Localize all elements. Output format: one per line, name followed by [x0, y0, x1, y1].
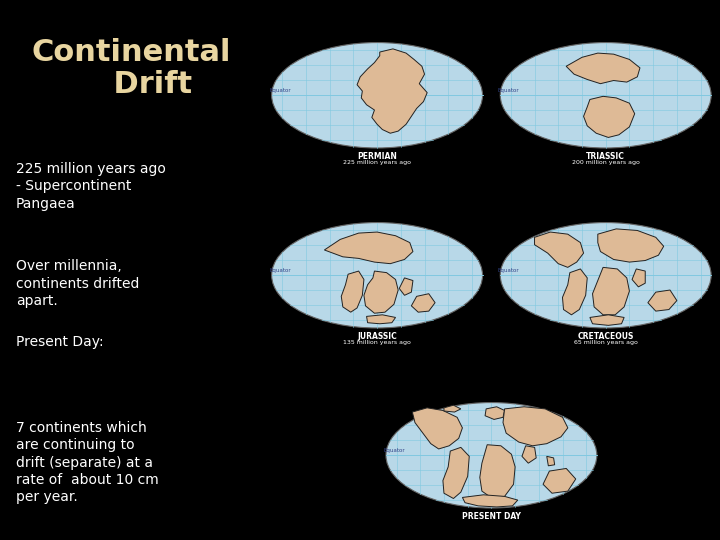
Polygon shape	[444, 405, 461, 412]
Polygon shape	[522, 446, 536, 463]
Text: PRESENT DAY: PRESENT DAY	[462, 512, 521, 521]
Polygon shape	[399, 278, 413, 295]
Text: Equator: Equator	[498, 87, 519, 93]
Polygon shape	[562, 269, 588, 315]
Text: Equator: Equator	[269, 268, 291, 273]
Ellipse shape	[500, 43, 711, 148]
Polygon shape	[593, 267, 629, 315]
Text: JURASSIC: JURASSIC	[357, 332, 397, 341]
Text: 7 continents which
are continuing to
drift (separate) at a
rate of  about 10 cm
: 7 continents which are continuing to dri…	[16, 421, 158, 504]
Text: 225 million years ago
- Supercontinent
Pangaea: 225 million years ago - Supercontinent P…	[16, 162, 166, 211]
Text: Equator: Equator	[269, 87, 291, 93]
Polygon shape	[543, 468, 576, 493]
Polygon shape	[443, 447, 469, 498]
Ellipse shape	[271, 43, 482, 148]
Text: Over millennia,
continents drifted
apart.: Over millennia, continents drifted apart…	[16, 259, 139, 308]
Polygon shape	[366, 315, 395, 324]
Text: Continental
    Drift: Continental Drift	[32, 38, 231, 99]
Text: PERMIAN: PERMIAN	[357, 152, 397, 161]
Polygon shape	[598, 229, 664, 262]
Polygon shape	[534, 232, 584, 267]
Ellipse shape	[386, 402, 597, 508]
Polygon shape	[648, 290, 677, 311]
Polygon shape	[357, 49, 427, 133]
Text: Present Day:: Present Day:	[16, 335, 104, 349]
Ellipse shape	[271, 222, 482, 328]
Text: Equator: Equator	[498, 268, 519, 273]
Text: 200 million years ago: 200 million years ago	[572, 160, 639, 165]
Polygon shape	[632, 269, 645, 287]
Polygon shape	[546, 456, 554, 466]
Polygon shape	[584, 96, 635, 138]
Polygon shape	[462, 495, 518, 507]
Polygon shape	[590, 315, 624, 325]
Polygon shape	[503, 407, 568, 446]
Polygon shape	[325, 232, 413, 264]
Text: 225 million years ago: 225 million years ago	[343, 160, 411, 165]
Polygon shape	[480, 445, 515, 498]
Polygon shape	[341, 271, 364, 312]
Polygon shape	[364, 271, 398, 313]
Polygon shape	[566, 53, 640, 84]
Text: Equator: Equator	[383, 448, 405, 453]
Text: 65 million years ago: 65 million years ago	[574, 340, 638, 345]
Text: 135 million years ago: 135 million years ago	[343, 340, 411, 345]
Polygon shape	[485, 407, 505, 420]
Text: TRIASSIC: TRIASSIC	[586, 152, 625, 161]
Polygon shape	[413, 408, 462, 449]
Polygon shape	[411, 294, 435, 312]
Ellipse shape	[500, 222, 711, 328]
Text: CRETACEOUS: CRETACEOUS	[577, 332, 634, 341]
